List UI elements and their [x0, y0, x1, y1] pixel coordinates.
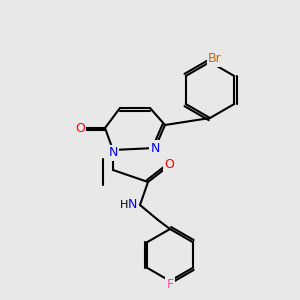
Text: N: N — [127, 199, 137, 212]
Text: H: H — [120, 200, 128, 210]
Text: N: N — [150, 142, 160, 154]
Text: Br: Br — [208, 52, 222, 65]
Text: O: O — [75, 122, 85, 134]
Text: O: O — [164, 158, 174, 172]
Text: F: F — [167, 278, 174, 292]
Text: N: N — [108, 146, 118, 160]
